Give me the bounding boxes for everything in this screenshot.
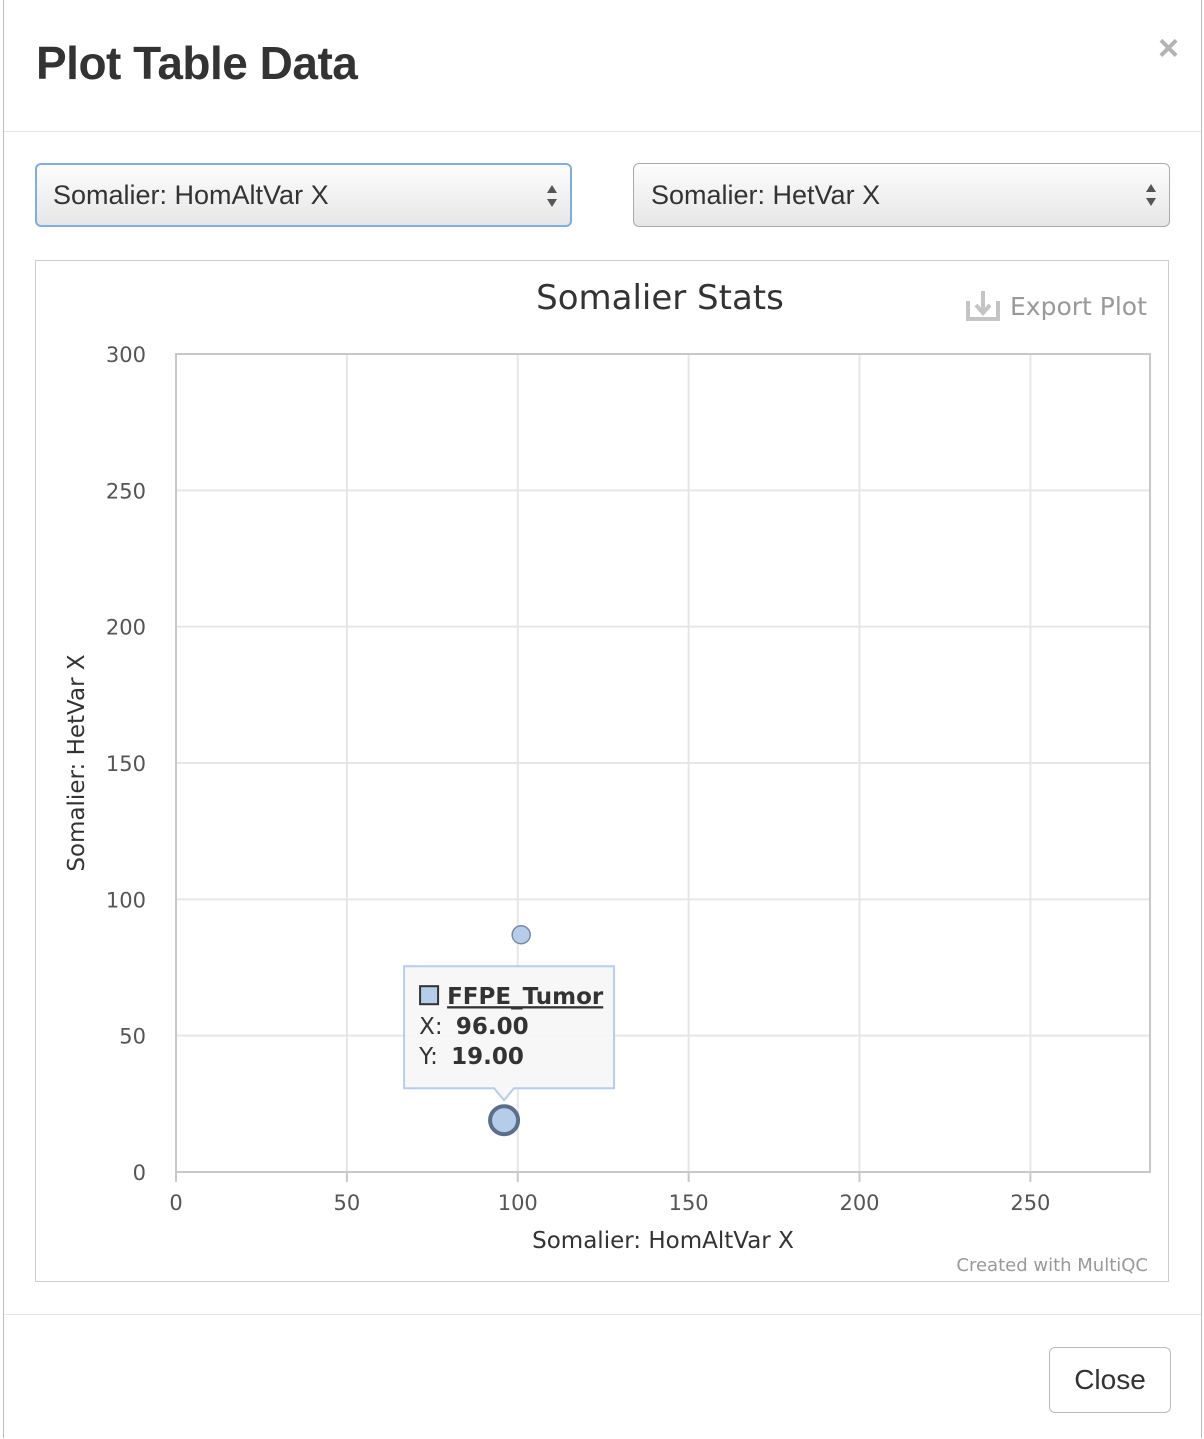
y-tick-label: 50 <box>119 1025 146 1049</box>
tooltip-box <box>403 965 616 1102</box>
scatter-chart: Somalier Stats Export Plot 0 50 100 150 200 2… <box>64 278 1151 1276</box>
x-axis-ticks: 0 50 100 150 200 250 <box>169 1172 1050 1215</box>
y-tick-label: 250 <box>106 479 146 503</box>
tooltip-y-value: 19.00 <box>451 1044 524 1070</box>
chart-title: Somalier Stats <box>536 278 784 318</box>
x-tick-label: 200 <box>839 1191 879 1215</box>
data-point[interactable] <box>511 925 531 945</box>
y-axis-ticks: 0 50 100 150 200 250 300 <box>106 343 146 1185</box>
tooltip-x-value: 96.00 <box>456 1014 529 1040</box>
export-plot-label: Export Plot <box>1010 292 1147 321</box>
x-axis-select-value: Somalier: HomAltVar X <box>53 180 329 210</box>
x-tick-label: 100 <box>498 1191 538 1215</box>
export-plot-button[interactable]: Export Plot <box>966 291 1147 321</box>
x-tick-label: 150 <box>669 1191 709 1215</box>
y-tick-label: 100 <box>106 888 146 912</box>
plot-container: Somalier Stats Export Plot 0 50 100 150 200 2… <box>35 260 1169 1282</box>
x-tick-label: 0 <box>169 1191 182 1215</box>
x-tick-label: 50 <box>334 1191 361 1215</box>
multiqc-credit: Created with MultiQC <box>956 1255 1148 1276</box>
x-axis-label: Somalier: HomAltVar X <box>532 1228 794 1254</box>
y-tick-label: 150 <box>106 752 146 776</box>
y-tick-label: 200 <box>106 616 146 640</box>
tooltip-y-row: Y: 19.00 <box>418 1044 524 1070</box>
y-tick-label: 0 <box>133 1161 146 1185</box>
x-tick-label: 250 <box>1010 1191 1050 1215</box>
select-arrows-icon <box>1146 184 1156 206</box>
tooltip-x-label: X: <box>419 1014 443 1040</box>
close-button[interactable]: Close <box>1049 1347 1171 1413</box>
plot-area <box>175 353 1151 1173</box>
data-points <box>488 925 531 1137</box>
modal-title: Plot Table Data <box>36 37 358 89</box>
tooltip-y-label: Y: <box>418 1044 438 1070</box>
tooltip-sample-name: FFPE_Tumor <box>447 984 604 1010</box>
download-icon <box>966 291 1000 321</box>
select-arrows-icon <box>547 185 557 207</box>
plot-table-data-modal: Plot Table Data × Somalier: HomAltVar X … <box>3 0 1202 1438</box>
close-icon[interactable]: × <box>1157 27 1179 68</box>
y-tick-label: 300 <box>106 343 146 367</box>
tooltip-series-swatch <box>419 985 440 1006</box>
tooltip: FFPE_Tumor X: 96.00 Y: 19.00 <box>403 965 616 1102</box>
y-axis-select-value: Somalier: HetVar X <box>651 180 881 210</box>
y-axis-label: Somalier: HetVar X <box>64 654 90 871</box>
x-axis-select[interactable]: Somalier: HomAltVar X <box>35 163 572 227</box>
modal-header: Plot Table Data × <box>4 0 1201 132</box>
y-axis-select[interactable]: Somalier: HetVar X <box>633 163 1170 227</box>
plot-grid <box>175 353 1150 1173</box>
data-point-highlighted[interactable] <box>488 1104 521 1137</box>
tooltip-x-row: X: 96.00 <box>419 1014 529 1040</box>
modal-footer: Close <box>4 1314 1201 1439</box>
